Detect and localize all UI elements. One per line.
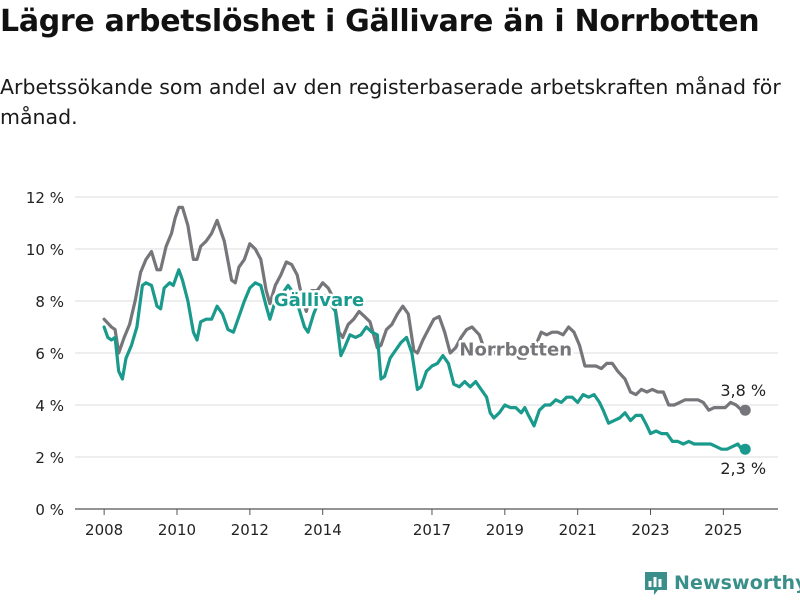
series-line-norrbotten	[102, 205, 747, 412]
series-name-norrbotten: Norrbotten	[459, 340, 572, 361]
y-axis-ticks: 0 % 2 % 4 % 6 % 8 % 10 % 12 %	[26, 189, 64, 519]
brand-logo[interactable]: Newsworthy	[644, 568, 800, 598]
x-tick-label: 2025	[704, 521, 742, 539]
x-tick-label: 2021	[559, 521, 597, 539]
y-tick-label: 2 %	[35, 449, 64, 467]
x-tick-label: 2010	[158, 521, 196, 539]
x-tick-label: 2019	[486, 521, 524, 539]
grid-lines	[75, 196, 778, 510]
end-point-norrbotten	[739, 404, 751, 416]
x-tick-label: 2012	[231, 521, 269, 539]
y-tick-label: 8 %	[35, 293, 64, 311]
end-point-gallivare	[739, 443, 751, 455]
brand-name: Newsworthy	[674, 572, 800, 594]
line-chart: 0 % 2 % 4 % 6 % 8 % 10 % 12 % 2008 2010 2012 2014…	[26, 189, 778, 539]
x-axis-ticks: 2008 2010 2012 2014 2017 2019 2021 2023 2025	[85, 509, 742, 539]
x-tick-label: 2023	[631, 521, 669, 539]
y-tick-label: 4 %	[35, 397, 64, 415]
series-labels: 3,8 % 2,3 % Gällivare Norrbotten	[271, 288, 766, 479]
page-subtitle: Arbetssökande som andel av den registerb…	[0, 75, 781, 129]
x-tick-label: 2017	[413, 521, 451, 539]
y-tick-label: 10 %	[26, 241, 64, 259]
series-lines	[102, 205, 751, 455]
y-tick-label: 12 %	[26, 189, 64, 207]
y-tick-label: 6 %	[35, 345, 64, 363]
series-name-gallivare: Gällivare	[274, 290, 364, 311]
page-title: Lägre arbetslöshet i Gällivare än i Norr…	[0, 4, 760, 39]
x-tick-label: 2008	[85, 521, 123, 539]
end-label-gallivare: 2,3 %	[720, 459, 766, 478]
bar-chart-icon	[645, 572, 667, 595]
end-label-norrbotten: 3,8 %	[720, 381, 766, 400]
y-tick-label: 0 %	[35, 501, 64, 519]
series-line-gallivare	[102, 268, 747, 451]
x-tick-label: 2014	[304, 521, 342, 539]
